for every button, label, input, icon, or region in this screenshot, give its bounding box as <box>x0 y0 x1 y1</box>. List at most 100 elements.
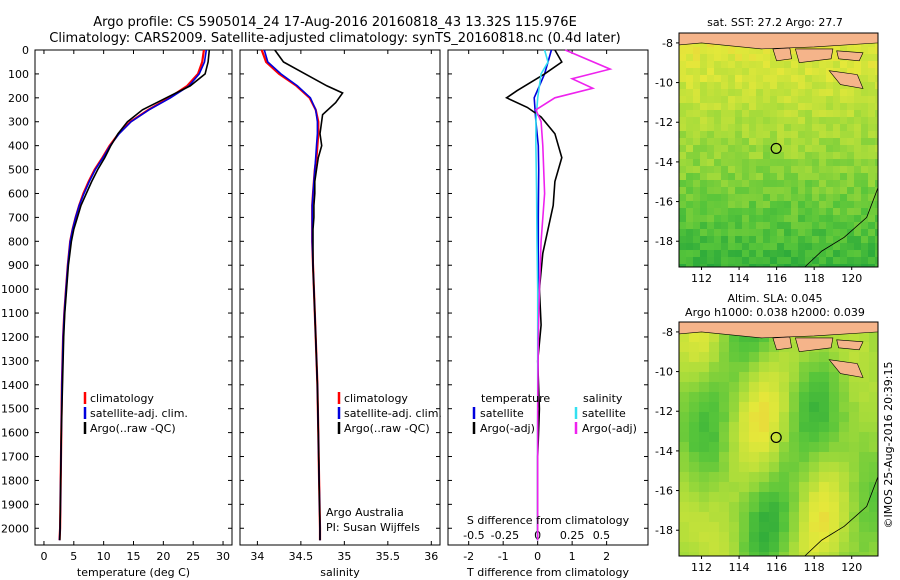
map-cell <box>805 152 812 159</box>
map-cell <box>859 522 869 532</box>
map-cell <box>679 382 689 392</box>
map-cell <box>812 201 819 208</box>
map-cell <box>791 166 798 173</box>
map-cell <box>840 82 847 89</box>
map-cell <box>689 492 699 502</box>
map-cell <box>805 138 812 145</box>
map-cell <box>735 250 742 257</box>
map-cell <box>839 412 849 422</box>
map-cell <box>869 372 878 382</box>
x-axis-label: temperature (deg C) <box>77 566 190 579</box>
map-cell <box>789 502 799 512</box>
map-cell <box>700 75 707 82</box>
map-cell <box>728 264 735 267</box>
map-cell <box>819 352 829 362</box>
map-cell <box>875 173 878 180</box>
map-cell <box>777 68 784 75</box>
map-cell <box>699 482 709 492</box>
map-cell <box>833 124 840 131</box>
map-cell <box>869 502 878 512</box>
series-line-argo-raw-qc- <box>274 49 344 541</box>
y-tick-label: 1600 <box>1 427 29 440</box>
map-cell <box>849 332 859 342</box>
map-cell <box>791 47 798 54</box>
map-cell <box>749 61 756 68</box>
map-cell <box>784 180 791 187</box>
map-cell <box>729 402 739 412</box>
map-cell <box>819 222 826 229</box>
map-cell <box>735 194 742 201</box>
map-cell <box>756 187 763 194</box>
map-cell <box>826 194 833 201</box>
map-cell <box>809 422 819 432</box>
map-cell <box>759 342 769 352</box>
map-cell <box>739 412 749 422</box>
map-cell <box>728 222 735 229</box>
map-cell <box>869 412 878 422</box>
map-cell <box>875 264 878 267</box>
map-cell <box>735 201 742 208</box>
map-cell <box>728 166 735 173</box>
map-cell <box>729 362 739 372</box>
map-cell <box>819 372 829 382</box>
map-cell <box>707 264 714 267</box>
map-cell <box>809 442 819 452</box>
map-cell <box>749 173 756 180</box>
map-cell <box>693 159 700 166</box>
map-cell <box>812 145 819 152</box>
map-cell <box>679 392 689 402</box>
map-cell <box>840 215 847 222</box>
map-cell <box>839 402 849 412</box>
map-cell <box>819 82 826 89</box>
map-cell <box>868 138 875 145</box>
map-cell <box>693 243 700 250</box>
map-cell <box>729 342 739 352</box>
map-cell <box>719 552 729 556</box>
difference-plot: -2 -1 0 1 2-0.5 -0.25 0 0.25 0.5T difference fro… <box>448 49 648 579</box>
map-cell <box>739 392 749 402</box>
map-cell <box>719 522 729 532</box>
map-cell <box>819 124 826 131</box>
map-cell <box>686 61 693 68</box>
map-cell <box>854 180 861 187</box>
map-cell <box>759 512 769 522</box>
map-cell <box>770 250 777 257</box>
map-cell <box>809 352 819 362</box>
map-cell <box>854 145 861 152</box>
map-cell <box>840 117 847 124</box>
map-cell <box>798 166 805 173</box>
map-cell <box>728 159 735 166</box>
map-cell <box>847 110 854 117</box>
map-cell <box>799 482 809 492</box>
map-cell <box>826 187 833 194</box>
map-cell <box>826 124 833 131</box>
map-cell <box>833 117 840 124</box>
x-tick-label: 5 <box>70 550 77 563</box>
map-cell <box>849 422 859 432</box>
map-cell <box>686 257 693 264</box>
map-cell <box>839 542 849 552</box>
map-cell <box>742 68 749 75</box>
map-cell <box>854 61 861 68</box>
map-cell <box>875 47 878 54</box>
map-cell <box>770 201 777 208</box>
map-cell <box>693 54 700 61</box>
map-cell <box>777 173 784 180</box>
map-cell <box>739 372 749 382</box>
map-cell <box>849 472 859 482</box>
map-cell <box>693 166 700 173</box>
map-cell <box>699 442 709 452</box>
map-cell <box>826 208 833 215</box>
map-cell <box>849 522 859 532</box>
map-cell <box>833 61 840 68</box>
map-cell <box>805 61 812 68</box>
map-cell <box>756 96 763 103</box>
map-cell <box>759 382 769 392</box>
map-cell <box>791 54 798 61</box>
map-cell <box>721 194 728 201</box>
map-cell <box>833 208 840 215</box>
map-cell <box>679 552 689 556</box>
map-cell <box>861 173 868 180</box>
map-cell <box>700 208 707 215</box>
map-cell <box>728 243 735 250</box>
